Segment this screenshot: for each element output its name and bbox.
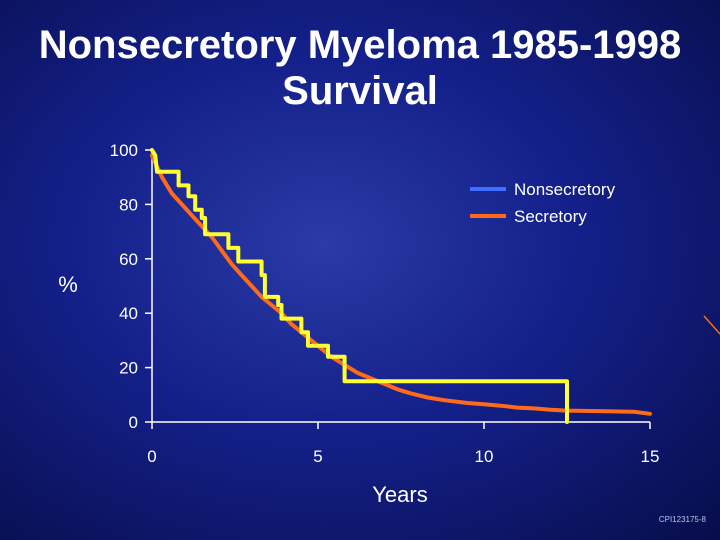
series-line-nonsecretory — [150, 148, 569, 424]
legend-label-nonsecretory: Nonsecretory — [514, 180, 616, 199]
y-tick-label: 20 — [119, 359, 138, 378]
x-tick-label: 10 — [475, 447, 494, 466]
title-line-2: Survival — [282, 69, 438, 113]
y-tick-label: 60 — [119, 250, 138, 269]
x-tick-label: 15 — [641, 447, 660, 466]
chart-axes: 0 20 40 60 80 100 0 5 10 15 — [110, 141, 660, 466]
chart-series-layer — [150, 148, 652, 424]
y-tick-label: 80 — [119, 195, 138, 214]
x-axis-label: Years — [372, 482, 427, 507]
title-line-1: Nonsecretory Myeloma 1985-1998 — [38, 23, 682, 67]
y-tick-label: 0 — [129, 413, 138, 432]
x-tick-label: 5 — [313, 447, 322, 466]
chart-legend: Nonsecretory Secretory — [470, 180, 616, 226]
legend-label-secretory: Secretory — [514, 207, 587, 226]
y-tick-label: 100 — [110, 141, 138, 160]
x-tick-label: 0 — [147, 447, 156, 466]
slide-title: Nonsecretory Myeloma 1985-1998 Survival — [0, 22, 720, 114]
y-tick-label: 40 — [119, 304, 138, 323]
footnote: CPI123175-8 — [658, 515, 706, 524]
y-axis-label: % — [58, 272, 78, 297]
decorative-corner-line — [703, 315, 720, 335]
